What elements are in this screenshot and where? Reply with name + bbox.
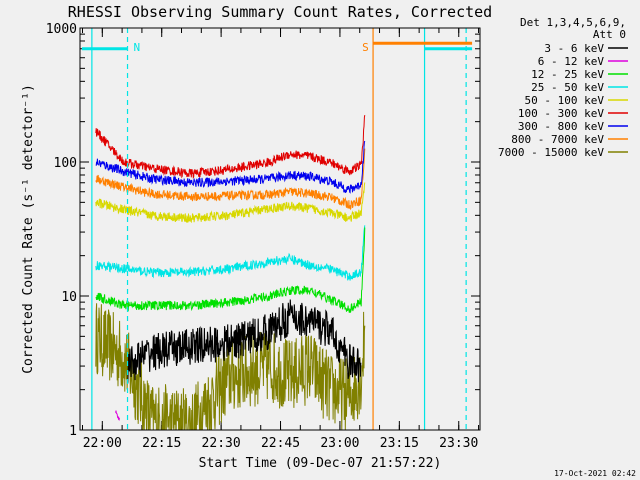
y-axis-label: Corrected Count Rate (s⁻¹ detector⁻¹)	[21, 84, 36, 374]
series-line	[95, 148, 366, 211]
legend-label: 12 - 25 keV	[531, 68, 604, 81]
series-line	[95, 182, 366, 224]
series-line	[115, 410, 121, 422]
y-tick-label: 10	[61, 290, 77, 305]
legend-label: 800 - 7000 keV	[511, 133, 604, 146]
x-tick-label: 23:00	[320, 436, 359, 451]
legend-label: 6 - 12 keV	[538, 55, 605, 68]
legend-label: 3 - 6 keV	[544, 42, 604, 55]
x-tick-label: 22:45	[261, 436, 300, 451]
marker-label: N	[134, 41, 141, 54]
y-tick-label: 1	[69, 424, 77, 439]
legend-label: 7000 - 15000 keV	[498, 146, 604, 159]
series-line	[95, 227, 366, 313]
y-tick-label: 1000	[46, 22, 77, 37]
legend-header-line-1: Det 1,3,4,5,6,9,	[520, 16, 626, 29]
legend-label: 25 - 50 keV	[531, 81, 604, 94]
chart-title: RHESSI Observing Summary Count Rates, Co…	[68, 3, 492, 21]
x-tick-label: 23:15	[380, 436, 419, 451]
x-tick-label: 22:00	[83, 436, 122, 451]
series-line	[95, 140, 366, 194]
plot-frame	[79, 27, 481, 431]
x-tick-label: 22:30	[202, 436, 241, 451]
x-axis-label: Start Time (09-Dec-07 21:57:22)	[199, 456, 442, 471]
legend-label: 300 - 800 keV	[518, 120, 604, 133]
series-line	[95, 225, 366, 281]
legend-header-line-2: Att 0	[593, 28, 626, 41]
series-line	[95, 303, 366, 431]
marker-label: S	[362, 41, 369, 54]
series-line	[95, 115, 366, 179]
legend-label: 50 - 100 keV	[525, 94, 605, 107]
footer-timestamp: 17-Oct-2021 02:42	[554, 469, 636, 478]
legend-label: 100 - 300 keV	[518, 107, 604, 120]
x-tick-label: 23:30	[439, 436, 478, 451]
series-line	[126, 299, 362, 384]
x-tick-label: 22:15	[142, 436, 181, 451]
y-tick-label: 100	[54, 156, 77, 171]
